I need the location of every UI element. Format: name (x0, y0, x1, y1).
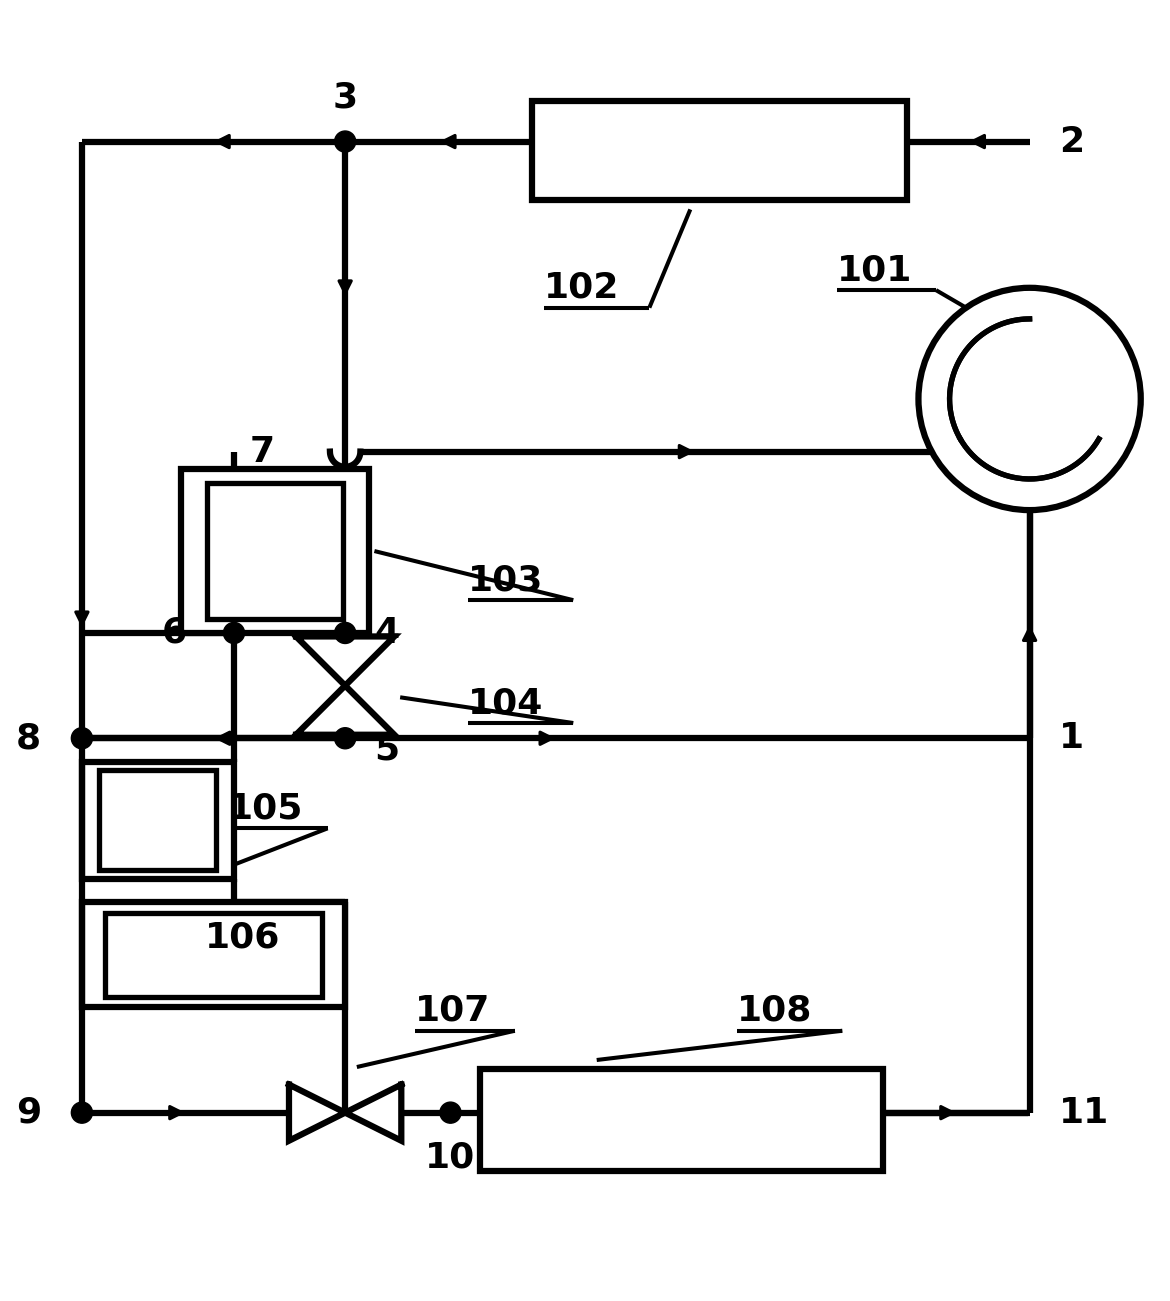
Circle shape (223, 622, 245, 644)
Circle shape (71, 727, 92, 749)
Text: 9: 9 (15, 1095, 41, 1129)
Text: 10: 10 (426, 1140, 475, 1174)
Text: 108: 108 (737, 994, 812, 1028)
Circle shape (918, 288, 1141, 510)
Text: 5: 5 (374, 732, 399, 768)
Circle shape (335, 622, 356, 644)
Text: 105: 105 (228, 791, 303, 825)
Bar (181, 470, 369, 634)
Text: 106: 106 (205, 920, 280, 954)
Text: 1: 1 (1059, 721, 1083, 756)
Text: 103: 103 (468, 563, 543, 597)
Text: 4: 4 (374, 615, 399, 650)
Text: 6: 6 (163, 615, 187, 650)
Text: 2: 2 (1059, 125, 1083, 159)
Text: 7: 7 (250, 435, 275, 468)
Bar (480, 1069, 883, 1171)
Bar (99, 770, 216, 870)
Text: 3: 3 (332, 81, 358, 114)
Circle shape (440, 1102, 461, 1123)
Circle shape (335, 727, 356, 749)
Bar (82, 761, 234, 878)
Text: 104: 104 (468, 686, 543, 721)
Text: 11: 11 (1059, 1095, 1109, 1129)
Text: 107: 107 (415, 994, 490, 1028)
Circle shape (335, 131, 356, 152)
Bar (207, 483, 343, 619)
Bar (105, 912, 322, 997)
Bar (532, 100, 907, 200)
Text: 8: 8 (16, 721, 41, 756)
Bar (82, 902, 345, 1007)
Text: 101: 101 (837, 254, 911, 288)
Text: 102: 102 (544, 271, 619, 304)
Circle shape (71, 1102, 92, 1123)
